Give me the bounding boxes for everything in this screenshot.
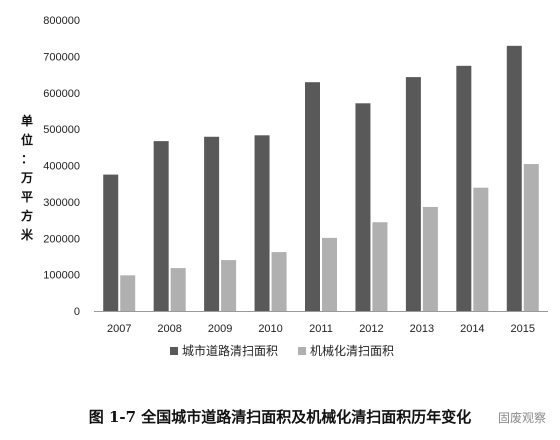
bar-road-cleaning (405, 77, 421, 311)
x-tick-label: 2014 (460, 323, 484, 335)
x-tick-label: 2013 (410, 323, 434, 335)
y-axis-label-char: 万 (20, 171, 33, 185)
legend-swatch (170, 347, 178, 355)
legend: 城市道路清扫面积 机械化清扫面积 (170, 343, 394, 358)
x-tick-label: 2015 (511, 323, 535, 335)
bar-road-cleaning (103, 174, 119, 311)
y-tick-label: 600000 (43, 88, 80, 100)
y-axis-label-char: 方 (21, 208, 33, 223)
bar-road-cleaning (355, 103, 371, 311)
bar-mechanized-cleaning (170, 268, 186, 311)
bar-road-cleaning (204, 136, 220, 311)
y-tick-label: 700000 (43, 51, 80, 63)
x-tick-label: 2011 (309, 323, 333, 335)
y-tick-label: 100000 (43, 270, 80, 282)
y-axis-label-char: ： (21, 152, 33, 166)
bars (103, 45, 539, 312)
bar-mechanized-cleaning (322, 237, 337, 311)
bar-mechanized-cleaning (372, 222, 388, 311)
y-tick-label: 300000 (43, 197, 80, 209)
y-axis-label-char: 平 (21, 190, 33, 204)
legend-label: 城市道路清扫面积 (182, 343, 278, 358)
bar-mechanized-cleaning (120, 275, 136, 311)
y-tick-label: 400000 (43, 161, 80, 173)
bar-road-cleaning (506, 45, 522, 312)
bar-road-cleaning (153, 141, 169, 311)
bar-mechanized-cleaning (221, 260, 237, 311)
x-tick-label: 2008 (157, 323, 181, 335)
legend-label: 机械化清扫面积 (310, 343, 394, 358)
figure-caption: 图 1-7 全国城市道路清扫面积及机械化清扫面积历年变化 (88, 408, 472, 426)
y-axis-ticks: 0 100000 200000 300000 400000 500000 600000 700… (43, 15, 80, 318)
watermark: 固废观察 (497, 411, 546, 425)
bar-mechanized-cleaning (523, 164, 539, 311)
legend-swatch (298, 347, 306, 355)
bar-mechanized-cleaning (473, 187, 489, 311)
bar-road-cleaning (305, 82, 320, 311)
bar-road-cleaning (254, 135, 270, 311)
x-tick-label: 2012 (359, 323, 383, 335)
y-axis-label-char: 单 (21, 113, 33, 128)
y-tick-label: 800000 (43, 15, 80, 27)
y-tick-label: 200000 (43, 233, 80, 245)
y-axis-label-char: 位 (21, 132, 33, 147)
bar-mechanized-cleaning (271, 252, 287, 311)
x-tick-label: 2010 (258, 323, 282, 335)
y-tick-label: 500000 (43, 124, 80, 136)
y-axis-label-char: 米 (21, 227, 34, 242)
bar-road-cleaning (456, 65, 472, 312)
x-axis-ticks: 2007 2008 2009 2010 2011 2012 2013 2014 2015 (107, 323, 535, 335)
y-tick-label: 0 (74, 306, 80, 318)
x-tick-label: 2007 (107, 323, 131, 335)
x-tick-label: 2009 (208, 323, 232, 335)
bar-mechanized-cleaning (422, 206, 438, 311)
